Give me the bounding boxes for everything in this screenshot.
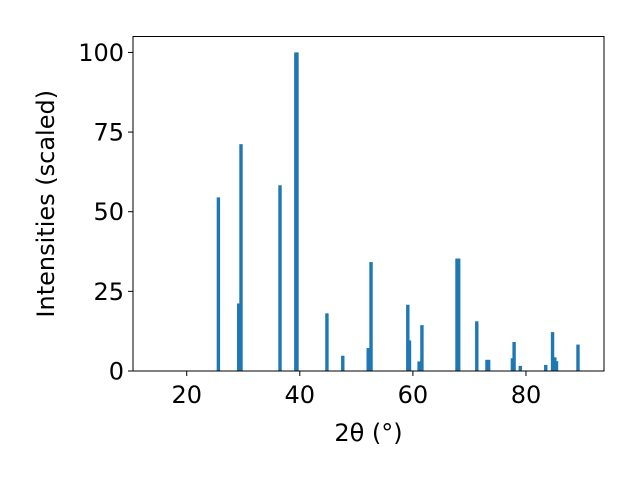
- y-axis-ticks: 0 25 50 75 100: [78, 39, 133, 386]
- x-axis-label: 2θ (°): [334, 419, 402, 447]
- y-axis-label: Intensities (scaled): [32, 90, 60, 318]
- bar: [475, 321, 479, 371]
- bar: [341, 355, 345, 371]
- plot-frame: [132, 36, 605, 372]
- bar: [544, 364, 548, 371]
- y-tick-label: 25: [93, 278, 124, 306]
- bar: [239, 144, 243, 371]
- bar: [456, 258, 461, 371]
- y-tick-label: 50: [93, 198, 124, 226]
- y-tick-label: 75: [93, 119, 124, 147]
- bar: [237, 303, 241, 371]
- bar: [576, 344, 580, 371]
- bar: [369, 262, 373, 371]
- bar: [366, 348, 370, 371]
- y-tick-label: 0: [109, 358, 124, 386]
- bar: [406, 304, 410, 371]
- bar: [417, 361, 421, 371]
- bar: [216, 197, 221, 371]
- x-tick-label: 60: [398, 381, 429, 409]
- bar: [325, 313, 329, 371]
- bar: [486, 359, 491, 371]
- bar: [278, 185, 282, 371]
- bar: [512, 342, 516, 371]
- bar: [550, 332, 555, 371]
- x-axis-ticks: 20 40 60 80: [171, 371, 541, 409]
- bar: [407, 340, 412, 371]
- bar: [554, 361, 559, 371]
- x-tick-label: 40: [285, 381, 316, 409]
- y-tick-label: 100: [78, 39, 124, 67]
- bars-group: [216, 52, 580, 372]
- x-tick-label: 20: [171, 381, 202, 409]
- bar: [420, 325, 424, 371]
- x-tick-label: 80: [511, 381, 542, 409]
- bar: [518, 365, 523, 371]
- bar: [295, 52, 299, 372]
